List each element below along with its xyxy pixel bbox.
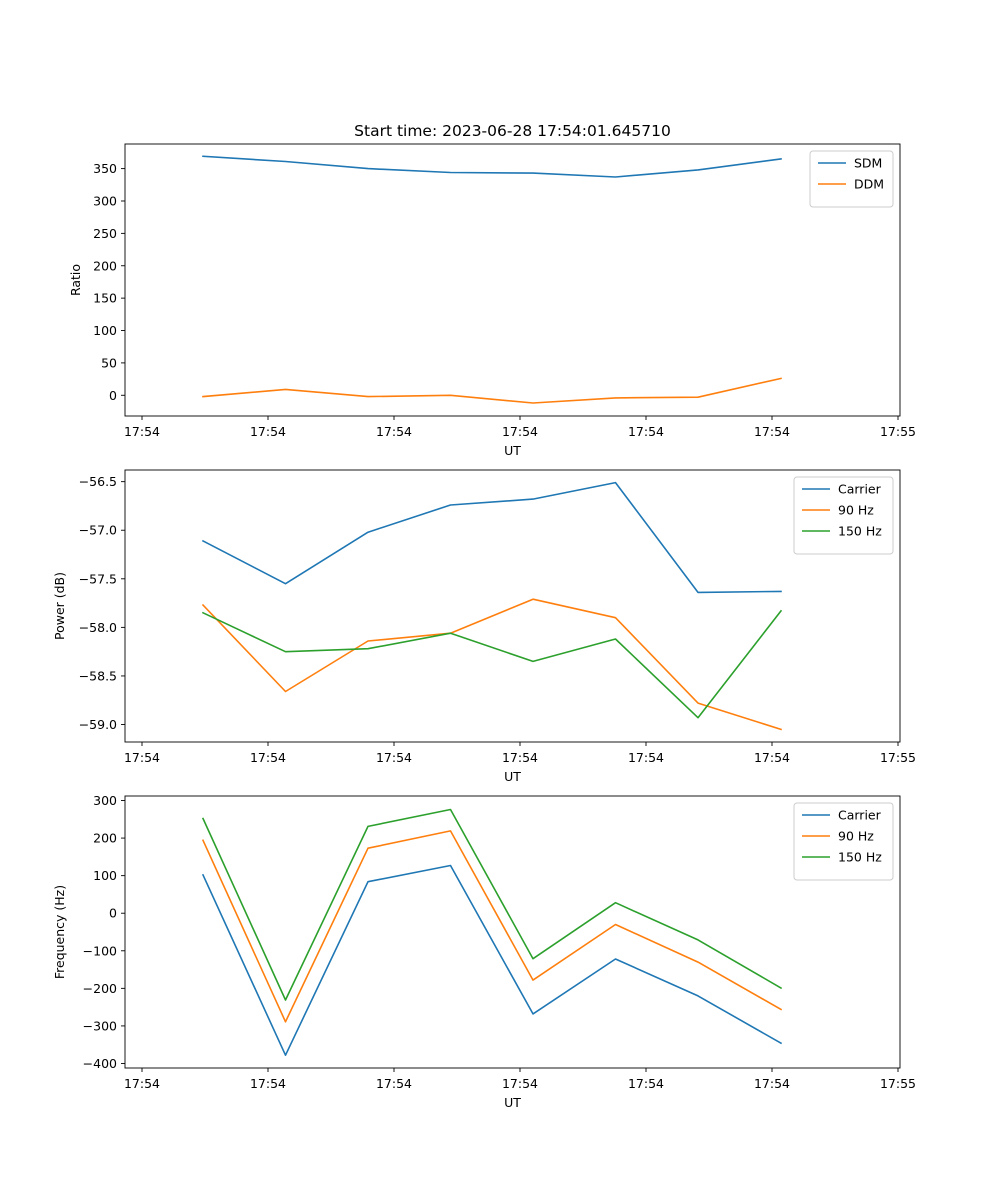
legend-entry-label: Carrier: [838, 808, 882, 823]
y-tick-label: 200: [93, 258, 117, 273]
x-tick-label: 17:54: [124, 750, 160, 765]
legend: Carrier 90 Hz 150 Hz: [793, 476, 894, 555]
x-tick-label: 17:54: [376, 1076, 412, 1091]
legend-entry-label: DDM: [854, 177, 884, 192]
y-tick-label: 350: [93, 161, 117, 176]
legend-entry-label: Carrier: [838, 482, 882, 497]
y-tick-label: −300: [83, 1018, 117, 1033]
legend-box: [793, 476, 894, 555]
legend-entry-label: 150 Hz: [838, 524, 882, 539]
x-tick-label: 17:54: [250, 424, 286, 439]
legend-entry-label: 90 Hz: [838, 829, 874, 844]
x-tick-label: 17:54: [250, 1076, 286, 1091]
y-tick-label: 0: [109, 906, 117, 921]
figure-title: Start time: 2023-06-28 17:54:01.645710: [354, 122, 671, 140]
x-tick-label: 17:54: [754, 424, 790, 439]
x-tick-label: 17:54: [628, 750, 664, 765]
x-tick-label: 17:54: [628, 424, 664, 439]
y-tick-label: 100: [93, 323, 117, 338]
x-tick-label: 17:54: [502, 750, 538, 765]
y-tick-label: 300: [93, 793, 117, 808]
x-tick-label: 17:54: [376, 424, 412, 439]
legend-entry-label: 150 Hz: [838, 850, 882, 865]
chart-panel-ratio: 17:54 17:54 17:54 17:54 17:54 17:54 17:55 0 50 10…: [68, 143, 916, 458]
series-line-power-90-hz: [201, 598, 783, 731]
x-tick-label: 17:54: [124, 1076, 160, 1091]
x-tick-label: 17:54: [754, 750, 790, 765]
x-tick-label: 17:54: [124, 424, 160, 439]
x-tick-label: 17:54: [502, 1076, 538, 1091]
y-tick-label: 50: [101, 355, 117, 370]
x-tick-label: 17:55: [880, 750, 916, 765]
series-line-power-150-hz: [201, 609, 783, 719]
y-tick-label: 200: [93, 831, 117, 846]
series-line-power-carrier: [201, 481, 782, 594]
y-tick-label: −58.0: [79, 620, 117, 635]
series-line-frequency-90-hz: [201, 830, 783, 1023]
x-tick-label: 17:55: [880, 1076, 916, 1091]
legend-box: [809, 150, 894, 208]
y-axis-label: Frequency (Hz): [52, 885, 67, 979]
x-tick-label: 17:54: [376, 750, 412, 765]
x-axis-label: UT: [504, 769, 521, 784]
axes-frame: [124, 795, 901, 1069]
y-tick-label: −57.0: [79, 523, 117, 538]
series-line-frequency-carrier: [201, 864, 783, 1056]
chart-panel-frequency: 17:54 17:54 17:54 17:54 17:54 17:54 17:55 −400 −…: [52, 793, 916, 1110]
chart-panel-power: 17:54 17:54 17:54 17:54 17:54 17:54 17:55 −59.0…: [52, 469, 916, 784]
axes-frame: [124, 469, 901, 743]
x-tick-label: 17:54: [502, 424, 538, 439]
x-tick-label: 17:55: [880, 424, 916, 439]
y-tick-label: −58.5: [79, 668, 117, 683]
y-tick-label: −56.5: [79, 474, 117, 489]
y-tick-label: −57.5: [79, 571, 117, 586]
legend-entry-label: 90 Hz: [838, 503, 874, 518]
y-tick-label: −59.0: [79, 717, 117, 732]
series-line-frequency-150-hz: [201, 808, 783, 1001]
y-axis-label: Ratio: [68, 264, 83, 296]
x-tick-label: 17:54: [754, 1076, 790, 1091]
y-tick-label: 250: [93, 226, 117, 241]
legend-box: [793, 802, 894, 881]
y-tick-label: 150: [93, 291, 117, 306]
y-tick-label: 0: [109, 388, 117, 403]
legend-entry-label: SDM: [854, 156, 882, 171]
x-axis-label: UT: [504, 443, 521, 458]
y-tick-label: −200: [83, 981, 117, 996]
x-axis-label: UT: [504, 1095, 521, 1110]
y-tick-label: 100: [93, 868, 117, 883]
axes-frame: [124, 143, 901, 417]
y-tick-label: 300: [93, 193, 117, 208]
y-axis-label: Power (dB): [52, 572, 67, 640]
series-line-ratio-sdm: [202, 155, 782, 178]
series-line-ratio-ddm: [202, 377, 782, 404]
legend: SDM DDM: [809, 150, 894, 208]
x-tick-label: 17:54: [628, 1076, 664, 1091]
legend: Carrier 90 Hz 150 Hz: [793, 802, 894, 881]
x-tick-label: 17:54: [250, 750, 286, 765]
y-tick-label: −100: [83, 943, 117, 958]
y-tick-label: −400: [83, 1056, 117, 1071]
